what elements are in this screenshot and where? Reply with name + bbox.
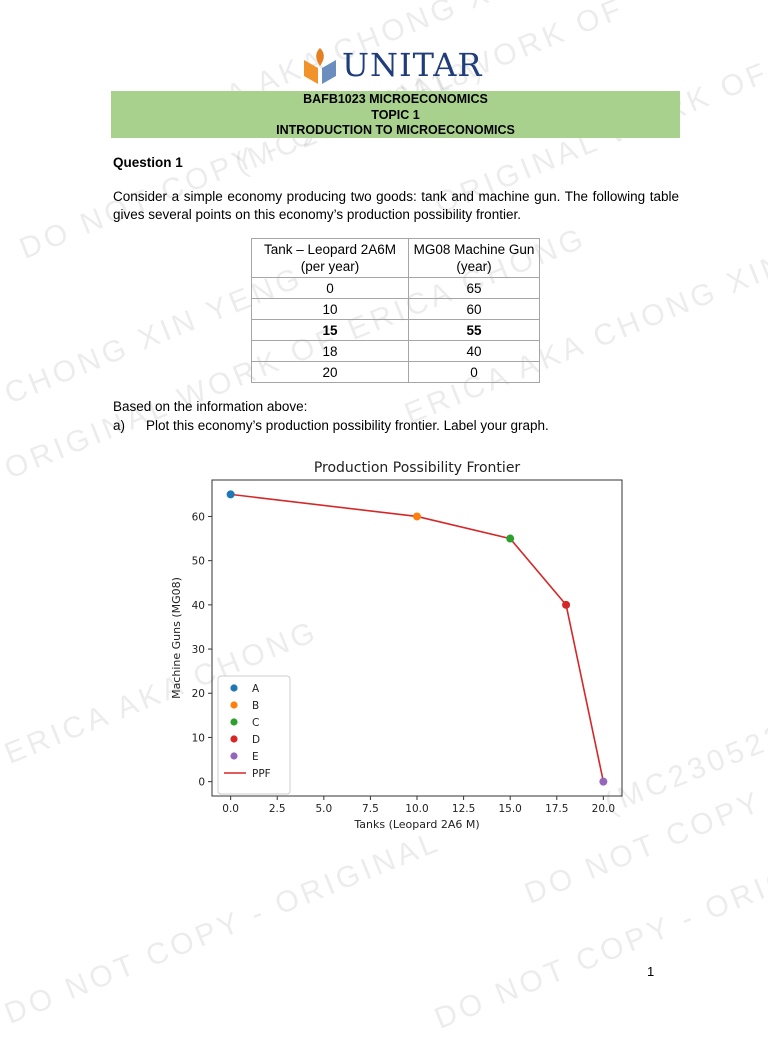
page-number: 1	[647, 964, 655, 979]
part-a-label: a)	[113, 418, 126, 433]
table-cell: 15	[251, 319, 409, 341]
part-a-text: Plot this economy’s production possibili…	[146, 418, 549, 433]
y-tick-label: 60	[192, 511, 205, 523]
based-on-text: Based on the information above:	[113, 399, 308, 414]
table-row: 18 40	[251, 340, 540, 362]
logo-text: UNITAR	[342, 46, 483, 84]
question-title: Question 1	[113, 155, 183, 170]
x-tick-label: 17.5	[545, 803, 568, 815]
data-point-a	[226, 490, 235, 499]
unitar-logo: UNITAR	[300, 44, 500, 90]
x-tick-label: 7.5	[362, 803, 379, 815]
legend-label: A	[252, 683, 260, 695]
topic-title: INTRODUCTION TO MICROECONOMICS	[276, 123, 515, 138]
legend-label: E	[252, 751, 259, 763]
table-cell: 55	[408, 319, 540, 341]
question-text: Consider a simple economy producing two …	[113, 189, 679, 222]
ppf-table: Tank – Leopard 2A6M (per year) MG08 Mach…	[251, 238, 540, 383]
x-axis-label: Tanks (Leopard 2A6 M)	[353, 818, 479, 831]
legend-marker-c	[230, 718, 238, 726]
table-cell: 10	[251, 298, 409, 320]
table-cell: 65	[408, 277, 540, 299]
topic-number: TOPIC 1	[371, 107, 420, 122]
y-tick-label: 0	[198, 777, 205, 789]
data-point-d	[562, 600, 571, 609]
table-cell: 60	[408, 298, 540, 320]
table-row: 20 0	[251, 361, 540, 383]
table-cell: 0	[408, 361, 540, 383]
x-tick-label: 10.0	[405, 803, 428, 815]
ppf-chart: Production Possibility Frontier 0.0 2.5 5.0…	[160, 450, 640, 840]
legend-label: C	[252, 717, 259, 729]
course-code: BAFB1023 MICROECONOMICS	[303, 92, 488, 106]
legend-label: D	[252, 734, 260, 746]
watermark-text: DO NOT COPY - ORIGINAL	[0, 825, 446, 1031]
table-header-row: Tank – Leopard 2A6M (per year) MG08 Mach…	[251, 238, 540, 278]
chart-title: Production Possibility Frontier	[314, 460, 521, 476]
ppf-chart-svg: Production Possibility Frontier 0.0 2.5 5.0…	[170, 460, 623, 831]
y-tick-label: 40	[192, 600, 205, 612]
legend-marker-b	[230, 701, 238, 709]
part-a: a) Plot this economy’s production possibi…	[113, 418, 549, 433]
table-cell: 0	[251, 277, 409, 299]
table-header: Tank – Leopard 2A6M (per year)	[251, 238, 409, 278]
x-tick-label: 12.5	[452, 803, 475, 815]
y-axis-label: Machine Guns (MG08)	[170, 577, 183, 699]
data-point-b	[413, 512, 421, 521]
book-flame-logo-icon	[304, 48, 336, 84]
table-cell: 18	[251, 340, 409, 362]
legend-label: PPF	[252, 768, 271, 780]
data-point-e	[599, 777, 608, 786]
legend-marker-e	[230, 752, 238, 760]
y-tick-label: 50	[192, 556, 205, 568]
table-cell: 40	[408, 340, 540, 362]
x-tick-label: 0.0	[222, 803, 239, 815]
table-row: 10 60	[251, 298, 540, 320]
x-tick-label: 2.5	[269, 803, 286, 815]
legend-label: B	[252, 700, 259, 712]
table-row: 0 65	[251, 277, 540, 299]
x-tick-label: 20.0	[592, 803, 615, 815]
legend-marker-a	[230, 684, 238, 692]
table-row: 15 55	[251, 319, 540, 341]
y-tick-label: 10	[192, 732, 205, 744]
y-tick-label: 30	[192, 644, 205, 656]
x-tick-label: 5.0	[315, 803, 332, 815]
x-tick-label: 15.0	[498, 803, 521, 815]
y-tick-label: 20	[192, 688, 205, 700]
table-header: MG08 Machine Gun (year)	[408, 238, 540, 278]
data-point-c	[506, 534, 515, 543]
course-banner: BAFB1023 MICROECONOMICS TOPIC 1 INTRODUC…	[111, 91, 680, 138]
legend-marker-d	[230, 735, 238, 743]
table-cell: 20	[251, 361, 409, 383]
